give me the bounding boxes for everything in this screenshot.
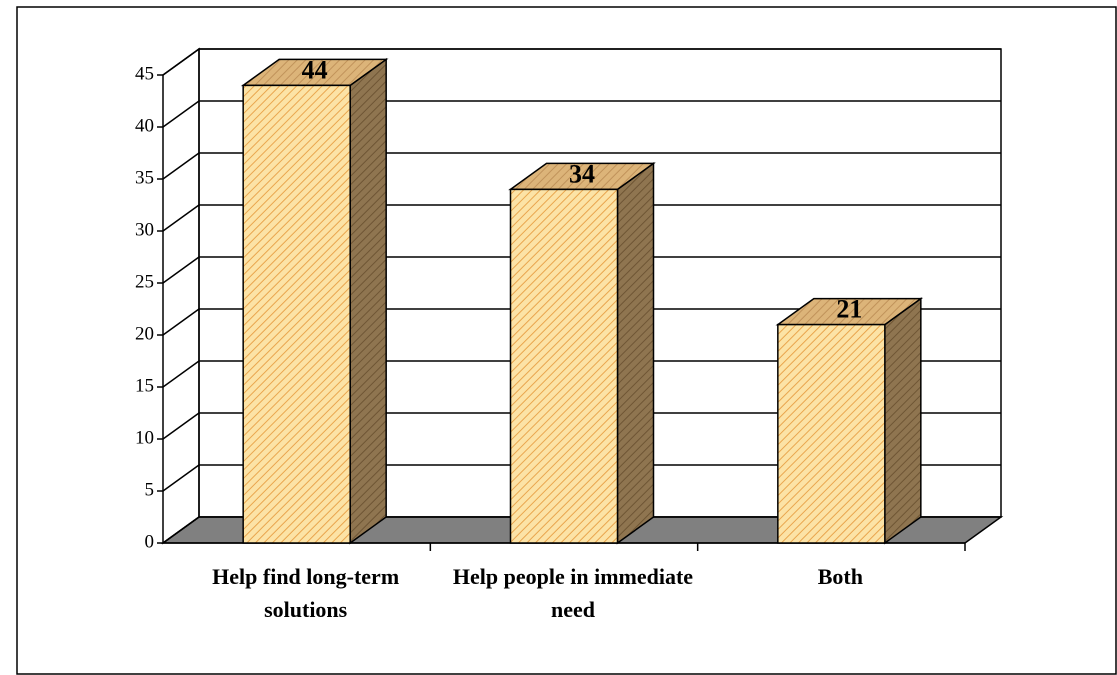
value-label: 34: [569, 159, 595, 188]
y-tick-label: 30: [135, 219, 154, 240]
grid-line: [162, 256, 200, 284]
y-tick-label: 25: [135, 271, 154, 292]
y-tick-label: 15: [135, 375, 154, 396]
grid-line: [162, 100, 200, 128]
bar: [777, 323, 886, 544]
y-tick-label: 5: [145, 479, 155, 500]
bar-side: [349, 57, 387, 545]
y-tick-label: 10: [135, 427, 154, 448]
grid-line: [162, 464, 200, 492]
grid-line: [162, 48, 200, 76]
y-tick-label: 40: [135, 115, 154, 136]
y-tick-label: 45: [135, 63, 154, 84]
bar: [509, 188, 619, 544]
grid-line: [162, 152, 200, 180]
x-tick-label: Both: [817, 564, 863, 589]
grid-line: [162, 516, 200, 544]
y-tick-label: 0: [145, 531, 155, 552]
bar-side: [884, 297, 922, 545]
grid-line: [162, 412, 200, 440]
x-tick-label: Help find long-term solutions: [212, 564, 400, 622]
grid-line: [162, 204, 200, 232]
x-tick-label: Help people in immediate need: [452, 564, 694, 622]
grid-line: [162, 308, 200, 336]
value-label: 21: [836, 295, 862, 324]
bar-side: [616, 161, 655, 545]
y-tick-label: 20: [135, 323, 154, 344]
frame: [16, 6, 1117, 675]
grid-line: [162, 360, 200, 388]
value-label: 44: [302, 55, 328, 84]
bar: [242, 84, 351, 544]
y-tick-label: 35: [135, 167, 154, 188]
